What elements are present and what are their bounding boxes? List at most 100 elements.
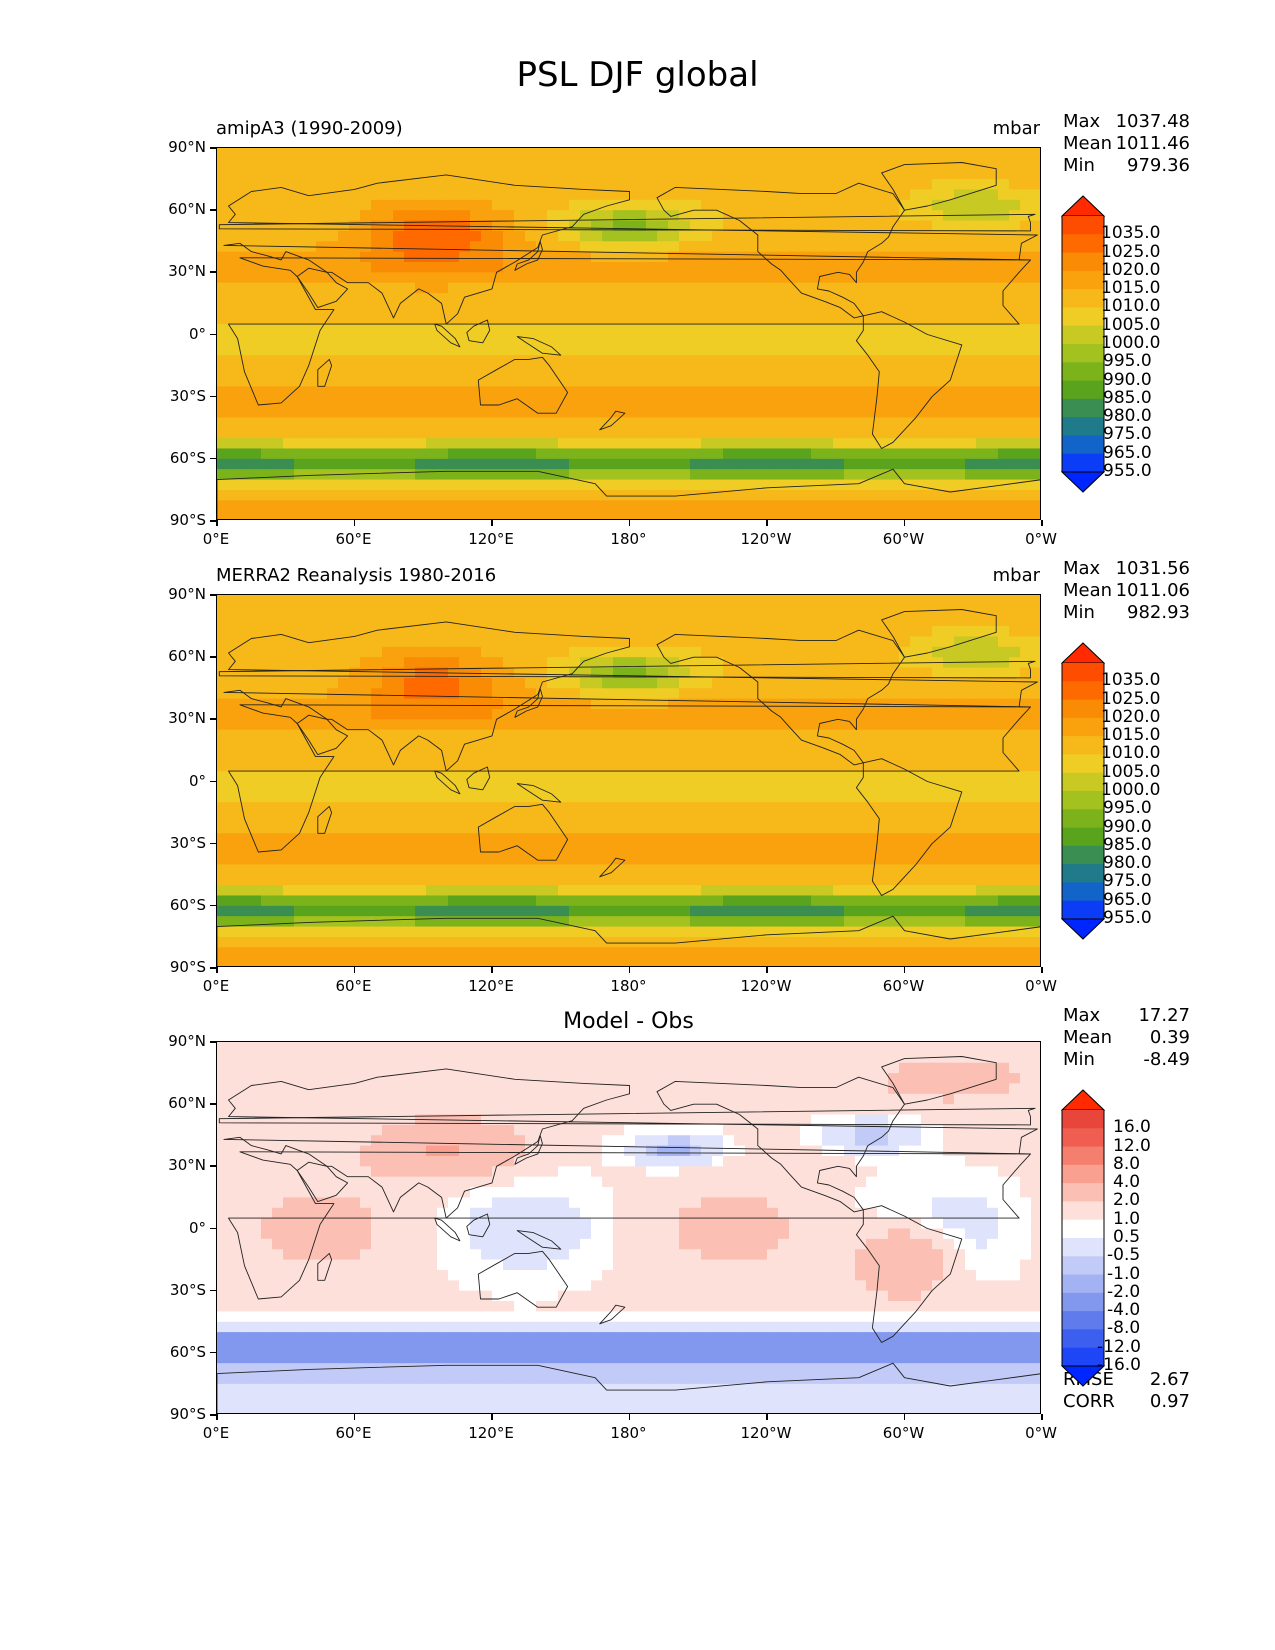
- x-tick-label: 60°W: [882, 1424, 925, 1442]
- map-plot-area: [216, 1041, 1041, 1414]
- y-tick-label: 30°N: [168, 709, 206, 728]
- panel-title: amipA3 (1990-2009): [216, 118, 403, 139]
- colorbar-tick-label: -8.0: [1107, 1318, 1141, 1339]
- colorbar-tick-label: 980.0: [1103, 406, 1152, 427]
- x-tick-mark: [216, 967, 218, 973]
- y-tick-mark: [210, 395, 216, 398]
- colorbar-tick-label: 1015.0: [1101, 725, 1161, 746]
- y-tick-mark: [210, 780, 216, 782]
- y-tick-label: 30°N: [168, 262, 206, 281]
- y-tick-label: 30°S: [169, 833, 206, 852]
- x-tick-mark: [903, 520, 905, 526]
- x-tick-mark: [903, 1414, 905, 1420]
- colorbar-tick-label: 955.0: [1103, 461, 1152, 481]
- stat-value: 982.93: [1127, 602, 1190, 623]
- x-tick-label: 0°E: [202, 1424, 230, 1442]
- stat-label: Min: [1063, 602, 1095, 623]
- colorbar-tick-label: 2.0: [1113, 1190, 1141, 1211]
- x-tick-label: 0°E: [202, 977, 230, 995]
- contour-field: [217, 595, 1040, 966]
- units-label: mbar: [992, 118, 1040, 139]
- colorbar: [1060, 195, 1107, 497]
- x-tick-label: 180°: [610, 530, 647, 548]
- stat-label: Mean: [1063, 580, 1113, 601]
- stat-label: Mean: [1063, 1027, 1113, 1048]
- y-tick-label: 90°N: [168, 1032, 206, 1050]
- y-tick-mark: [210, 594, 216, 596]
- stat-value: 1031.56: [1115, 558, 1190, 579]
- stat-value: 17.27: [1138, 1005, 1190, 1026]
- x-tick-label: 0°E: [202, 530, 230, 548]
- colorbar-tick-label: 990.0: [1103, 816, 1152, 837]
- map-panel: amipA3 (1990-2009) mbar 90°N 60°N 30°N 0° 30°S…: [0, 111, 1275, 548]
- y-tick-mark: [210, 967, 216, 969]
- y-tick-mark: [210, 1041, 216, 1043]
- map-plot-area: [216, 147, 1041, 520]
- colorbar-tick-label: 1.0: [1113, 1208, 1141, 1229]
- stat-label: Max: [1063, 111, 1101, 132]
- y-tick-mark: [210, 147, 216, 149]
- y-tick-label: 90°N: [168, 585, 206, 603]
- x-tick-label: 60°W: [882, 977, 925, 995]
- y-tick-label: 90°S: [169, 1405, 206, 1423]
- colorbar: [1060, 1089, 1107, 1391]
- stat-value: 979.36: [1127, 155, 1190, 176]
- colorbar-tick-label: 8.0: [1113, 1153, 1141, 1174]
- colorbar: [1060, 642, 1107, 944]
- x-tick-label: 180°: [610, 977, 647, 995]
- x-tick-mark: [628, 967, 630, 973]
- colorbar-tick-label: 16.0: [1113, 1117, 1151, 1138]
- colorbar-tick-label: 955.0: [1103, 908, 1152, 928]
- y-tick-mark: [210, 1351, 216, 1354]
- stat-value: 1037.48: [1115, 111, 1190, 132]
- stat-label: Max: [1063, 558, 1101, 579]
- stat-label: Max: [1063, 1005, 1101, 1026]
- colorbar-tick-label: 12.0: [1113, 1135, 1151, 1156]
- colorbar-tick-label: 1010.0: [1101, 743, 1161, 764]
- y-tick-label: 30°N: [168, 1156, 206, 1175]
- colorbar-tick-label: 1000.0: [1101, 333, 1161, 353]
- x-tick-label: 180°: [610, 1424, 647, 1442]
- x-tick-label: 60°E: [335, 530, 372, 548]
- x-tick-mark: [353, 520, 355, 526]
- colorbar-tick-label: 1005.0: [1101, 314, 1161, 335]
- stat-value: 2.67: [1149, 1369, 1190, 1390]
- x-tick-label: 120°E: [468, 530, 514, 548]
- x-tick-label: 120°E: [468, 1424, 514, 1442]
- x-tick-mark: [1041, 967, 1043, 973]
- colorbar-tick-label: 1005.0: [1101, 761, 1161, 782]
- y-tick-label: 60°S: [169, 1342, 206, 1361]
- coastlines: [217, 1056, 1040, 1413]
- colorbar-tick-label: -12.0: [1097, 1336, 1141, 1357]
- colorbar-tick-label: 4.0: [1113, 1172, 1141, 1193]
- colorbar-tick-label: 1000.0: [1101, 780, 1161, 800]
- x-tick-mark: [353, 967, 355, 973]
- contour-field: [217, 148, 1040, 519]
- colorbar-tick-label: 965.0: [1103, 889, 1152, 910]
- y-tick-label: 60°S: [169, 895, 206, 914]
- colorbar-tick-label: 1020.0: [1101, 706, 1161, 727]
- map-panel: MERRA2 Reanalysis 1980-2016 mbar 90°N 60°N 3…: [0, 558, 1275, 995]
- y-tick-mark: [210, 520, 216, 522]
- x-tick-label: 120°W: [740, 530, 792, 548]
- y-tick-label: 90°S: [169, 511, 206, 529]
- stat-value: -8.49: [1143, 1049, 1190, 1070]
- colorbar-tick-label: 995.0: [1103, 351, 1152, 372]
- y-tick-mark: [210, 718, 216, 720]
- colorbar-tick-label: -2.0: [1107, 1281, 1141, 1302]
- x-tick-label: 120°W: [740, 977, 792, 995]
- units-label: mbar: [992, 565, 1040, 586]
- y-tick-mark: [210, 1414, 216, 1416]
- colorbar-tick-label: 1010.0: [1101, 296, 1161, 317]
- map-panel: Model - Obs 90°N 60°N 30°N 0° 30°S 60°S 90°S 0°E…: [0, 1005, 1275, 1442]
- colorbar-tick-label: 975.0: [1103, 424, 1152, 445]
- y-tick-mark: [210, 842, 216, 845]
- colorbar-tick-label: 1025.0: [1101, 241, 1161, 262]
- x-tick-mark: [216, 1414, 218, 1420]
- map-plot-area: [216, 594, 1041, 967]
- colorbar-tick-label: 985.0: [1103, 387, 1152, 408]
- colorbar-tick-label: -16.0: [1097, 1355, 1141, 1375]
- x-tick-mark: [353, 1414, 355, 1420]
- y-tick-mark: [210, 1103, 216, 1105]
- y-tick-mark: [210, 271, 216, 273]
